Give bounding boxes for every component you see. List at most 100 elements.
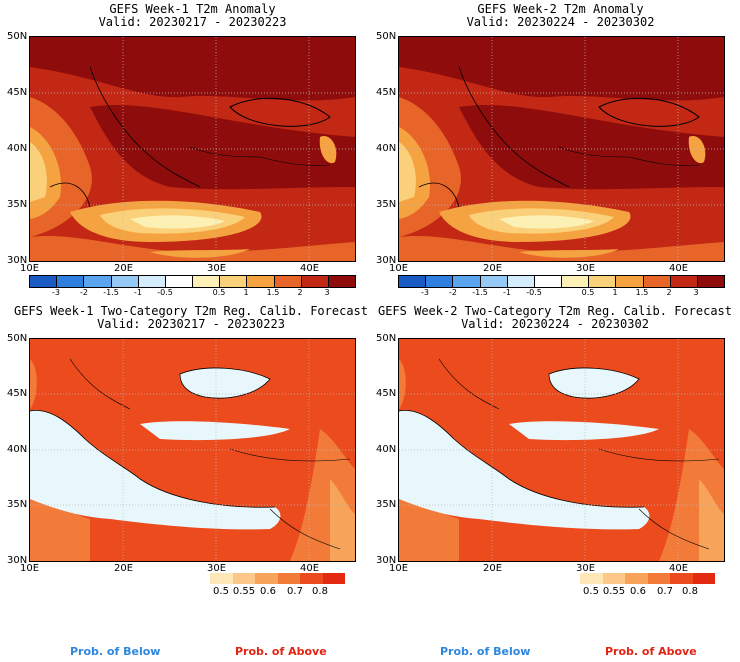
lat-label-br-50n: 50N	[376, 333, 397, 344]
lon-label-tl-20e: 20E	[114, 263, 134, 274]
lon-label-bl-40e: 40E	[300, 563, 320, 574]
swatch	[589, 276, 617, 287]
cbar-left-label: -0.5	[157, 288, 173, 297]
swatch	[507, 276, 535, 287]
panel-tr-title-line2: Valid: 20230224 - 20230302	[466, 15, 655, 29]
panel-bl-title: GEFS Week-1 Two-Category T2m Reg. Calib.…	[0, 305, 382, 331]
swatch	[84, 276, 112, 287]
cbar-left-label: -3	[52, 288, 60, 297]
swatch	[616, 276, 644, 287]
panel-tl-title-line1: GEFS Week-1 T2m Anomaly	[109, 2, 276, 16]
anomaly-map-graphic	[399, 37, 724, 261]
swatch	[534, 276, 563, 287]
swatch	[322, 573, 345, 584]
swatch	[562, 276, 590, 287]
cbar-left-label: -1.5	[103, 288, 119, 297]
lat-label-bl-45n: 45N	[7, 388, 28, 399]
swatch	[643, 276, 671, 287]
probability-map-graphic	[30, 339, 355, 561]
cbar-left-label: -1	[134, 288, 142, 297]
cbar-right-label: -1	[503, 288, 511, 297]
cbar-right-label: 0.5	[581, 288, 595, 297]
swatch	[625, 573, 648, 584]
probability-map-graphic	[399, 339, 724, 561]
lat-label-tr-45n: 45N	[376, 87, 397, 98]
swatch	[300, 573, 323, 584]
swatch	[399, 276, 427, 287]
swatch	[480, 276, 508, 287]
lat-label-bl-40n: 40N	[7, 444, 28, 455]
lon-label-br-20e: 20E	[483, 563, 503, 574]
swatch	[274, 276, 302, 287]
swatch	[138, 276, 166, 287]
swatch	[580, 573, 603, 584]
swatch	[602, 573, 625, 584]
swatch	[57, 276, 85, 287]
swatch	[247, 276, 275, 287]
prob-above-label-left: Prob. of Above	[235, 645, 327, 658]
map-week1-probability	[29, 338, 356, 562]
prob-below-label-right: Prob. of Below	[440, 645, 531, 658]
panel-tr-title: GEFS Week-2 T2m Anomaly Valid: 20230224 …	[398, 3, 723, 29]
anomaly-map-graphic	[30, 37, 355, 261]
pcbar-right-label: 0.8	[682, 586, 698, 597]
pcbar-left-label: 0.7	[287, 586, 303, 597]
lat-label-tl-40n: 40N	[7, 143, 28, 154]
lon-label-tl-30e: 30E	[207, 263, 227, 274]
lon-label-bl-10e: 10E	[20, 563, 40, 574]
lon-label-tl-40e: 40E	[300, 263, 320, 274]
lat-label-tr-50n: 50N	[376, 31, 397, 42]
lat-label-tr-30n: 30N	[376, 255, 397, 266]
swatch	[647, 573, 670, 584]
swatch	[670, 276, 698, 287]
swatch	[697, 276, 725, 287]
panel-br-title-line2: Valid: 20230224 - 20230302	[461, 317, 649, 331]
cbar-right-label: 1.5	[635, 288, 649, 297]
lat-label-tr-35n: 35N	[376, 199, 397, 210]
pcbar-right-label: 0.6	[630, 586, 646, 597]
pcbar-left-label: 0.6	[260, 586, 276, 597]
prob-above-label-right: Prob. of Above	[605, 645, 697, 658]
swatch	[165, 276, 194, 287]
panel-tl-title-line2: Valid: 20230217 - 20230223	[98, 15, 287, 29]
swatch	[193, 276, 221, 287]
pcbar-left-label: 0.8	[312, 586, 328, 597]
map-week1-anomaly	[29, 36, 356, 262]
lat-label-bl-35n: 35N	[7, 499, 28, 510]
lat-label-br-30n: 30N	[376, 555, 397, 566]
cbar-right-label: 3	[693, 288, 699, 297]
lon-label-br-10e: 10E	[389, 563, 409, 574]
lat-label-tl-50n: 50N	[7, 31, 28, 42]
swatch	[301, 276, 329, 287]
probability-colorbar-right	[580, 573, 715, 584]
lat-label-bl-30n: 30N	[7, 555, 28, 566]
lon-label-tr-40e: 40E	[669, 263, 689, 274]
prob-below-label-left: Prob. of Below	[70, 645, 161, 658]
lon-label-tr-10e: 10E	[389, 263, 409, 274]
panel-tl-title: GEFS Week-1 T2m Anomaly Valid: 20230217 …	[30, 3, 355, 29]
pcbar-right-label: 0.55	[602, 586, 626, 597]
cbar-right-label: -0.5	[526, 288, 542, 297]
cbar-left-label: 0.5	[212, 288, 226, 297]
cbar-right-label: -3	[421, 288, 429, 297]
swatch	[30, 276, 58, 287]
anomaly-colorbar-left	[29, 275, 356, 288]
pcbar-right-label: 0.7	[657, 586, 673, 597]
lon-label-tl-10e: 10E	[20, 263, 40, 274]
lat-label-br-35n: 35N	[376, 499, 397, 510]
pcbar-right-label: 0.5	[583, 586, 599, 597]
swatch	[255, 573, 278, 584]
swatch	[232, 573, 255, 584]
map-week2-probability	[398, 338, 725, 562]
swatch	[426, 276, 454, 287]
cbar-right-label: 1	[612, 288, 618, 297]
swatch	[453, 276, 481, 287]
pcbar-left-label: 0.5	[213, 586, 229, 597]
cbar-right-label: 2	[666, 288, 672, 297]
swatch	[670, 573, 693, 584]
probability-colorbar-left	[210, 573, 345, 584]
panel-br-title-line1: GEFS Week-2 Two-Category T2m Reg. Calib.…	[377, 304, 732, 318]
swatch	[328, 276, 356, 287]
lat-label-tr-40n: 40N	[376, 143, 397, 154]
cbar-left-label: -2	[80, 288, 88, 297]
